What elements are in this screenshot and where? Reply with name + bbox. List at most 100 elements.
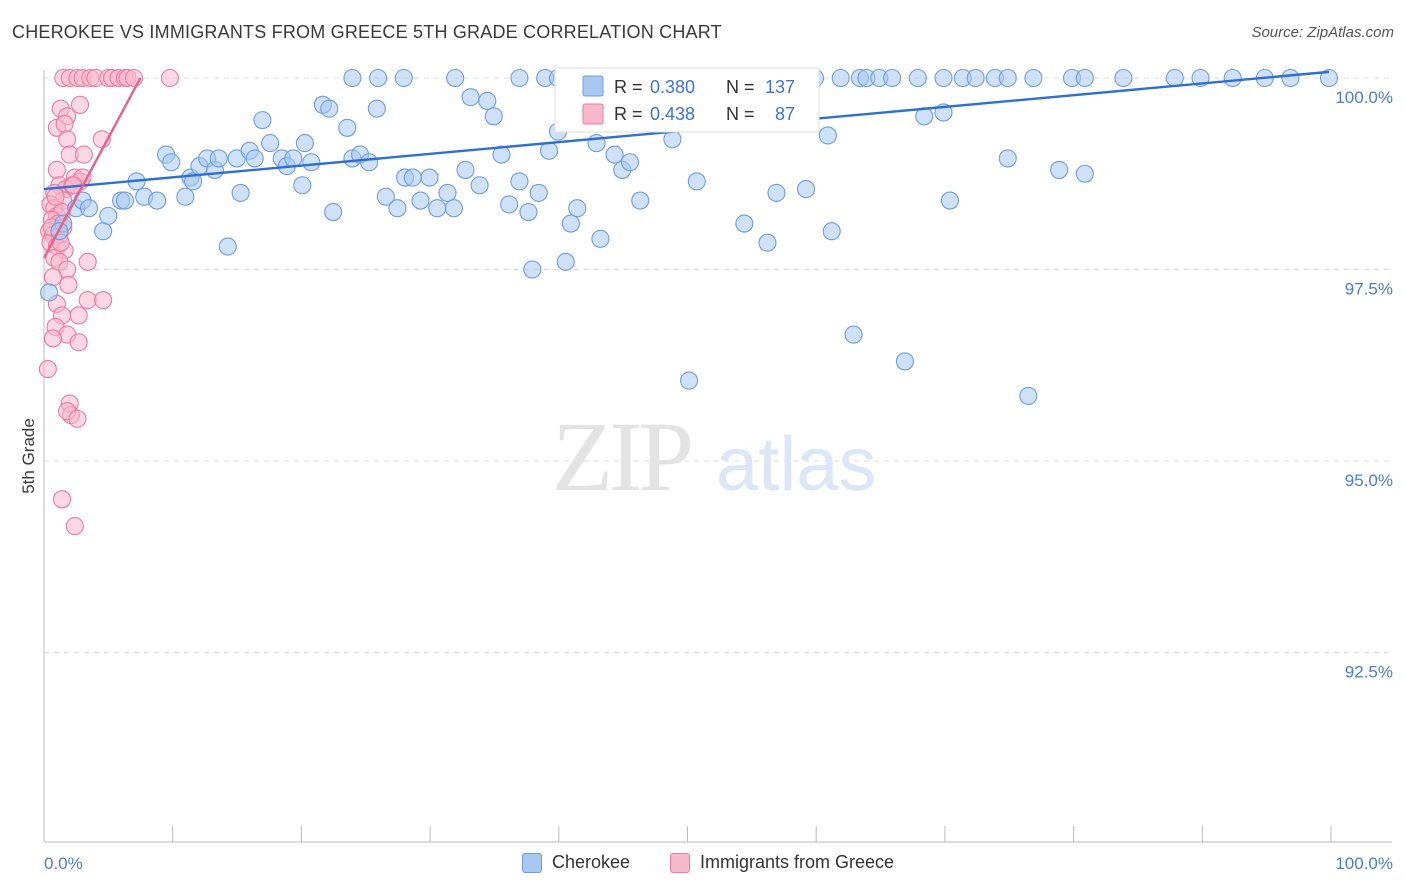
cherokee-point xyxy=(1114,68,1133,88)
cherokee-point xyxy=(1019,386,1038,405)
cherokee-point xyxy=(209,149,228,168)
greece-point xyxy=(55,114,74,134)
cherokee-point xyxy=(510,68,529,88)
cherokee-point xyxy=(500,195,519,214)
greece-point xyxy=(38,360,57,379)
cherokee-point xyxy=(1165,68,1184,88)
cherokee-point xyxy=(822,222,841,241)
y-tick-label-0: 100.0% xyxy=(1335,88,1393,107)
greece-point xyxy=(65,517,84,536)
cherokee-point xyxy=(369,68,388,88)
legend-n-value-1: 137 xyxy=(765,77,795,97)
cherokee-point xyxy=(568,199,587,218)
greece-point xyxy=(160,68,179,88)
cherokee-point xyxy=(394,68,413,88)
cherokee-point xyxy=(895,352,915,371)
legend-swatch-cherokee-bottom xyxy=(522,852,542,873)
cherokee-point xyxy=(1024,68,1043,88)
legend-swatch-cherokee xyxy=(582,75,604,97)
greece-point xyxy=(78,291,97,310)
cherokee-point xyxy=(176,187,195,206)
series-cherokee-points xyxy=(40,68,1339,405)
cherokee-point xyxy=(883,68,902,88)
y-axis-label: 5th Grade xyxy=(19,418,38,494)
greece-point xyxy=(46,187,65,206)
greece-point xyxy=(69,333,88,352)
greece-point xyxy=(94,291,113,310)
greece-point xyxy=(47,160,66,179)
source-credit: Source: ZipAtlas.com xyxy=(1251,24,1394,41)
cherokee-point xyxy=(446,68,465,88)
cherokee-point xyxy=(324,203,343,222)
greece-point xyxy=(74,145,93,164)
cherokee-point xyxy=(253,111,272,130)
greece-point xyxy=(78,252,97,271)
cherokee-point xyxy=(438,183,457,202)
cherokee-point xyxy=(184,172,203,191)
cherokee-point xyxy=(605,145,624,164)
legend-r-label-1: R = xyxy=(614,77,648,97)
greece-point xyxy=(68,409,87,428)
cherokee-point xyxy=(293,176,312,195)
cherokee-point xyxy=(403,168,422,187)
legend-item-cherokee: Cherokee xyxy=(522,852,630,873)
cherokee-point xyxy=(162,153,181,172)
cherokee-point xyxy=(411,191,430,210)
y-tick-label-2: 95.0% xyxy=(1345,471,1393,490)
greece-point xyxy=(70,95,90,114)
cherokee-point xyxy=(631,191,650,210)
cherokee-point xyxy=(831,68,850,88)
greece-point xyxy=(52,490,72,509)
greece-point xyxy=(43,268,63,287)
cherokee-point xyxy=(492,145,511,164)
legend-label-greece: Immigrants from Greece xyxy=(700,852,895,872)
cherokee-point xyxy=(940,191,959,210)
cherokee-point xyxy=(519,203,538,222)
watermark-atlas: atlas xyxy=(716,422,877,507)
legend-r-value-2: 0.438 xyxy=(650,104,695,124)
cherokee-point xyxy=(591,229,610,248)
greece-point xyxy=(58,130,77,149)
x-tick-marks xyxy=(172,826,1332,842)
cherokee-point xyxy=(620,153,640,172)
cherokee-point xyxy=(735,214,754,233)
cherokee-point xyxy=(510,172,529,191)
cherokee-point xyxy=(844,325,863,344)
cherokee-point xyxy=(1075,164,1094,183)
x-tick-label-max: 100.0% xyxy=(1335,854,1393,873)
cherokee-point xyxy=(456,160,475,179)
cherokee-point xyxy=(367,99,386,118)
y-tick-label-3: 92.5% xyxy=(1345,663,1393,682)
cherokee-point xyxy=(561,214,580,233)
cherokee-point xyxy=(1223,68,1242,88)
cherokee-point xyxy=(360,153,379,172)
grid-lines xyxy=(44,77,1392,653)
cherokee-point xyxy=(99,206,118,225)
cherokee-point xyxy=(767,183,786,202)
legend-n-label-1: N = xyxy=(726,77,760,97)
cherokee-point xyxy=(934,68,953,88)
cherokee-point xyxy=(908,68,927,88)
cherokee-point xyxy=(687,172,706,191)
legend-r-label-2: R = xyxy=(614,104,648,124)
y-tick-label-1: 97.5% xyxy=(1345,280,1393,299)
cherokee-point xyxy=(998,68,1017,88)
legend-r-value-1: 0.380 xyxy=(650,77,695,97)
y-tick-labels: 100.0% 97.5% 95.0% 92.5% xyxy=(1335,88,1393,682)
series-legend: Cherokee Immigrants from Greece xyxy=(0,852,1406,878)
legend-n-value-2: 87 xyxy=(775,104,795,124)
cherokee-point xyxy=(302,153,321,172)
cherokee-point xyxy=(148,191,167,210)
cherokee-point xyxy=(796,180,816,199)
cherokee-point xyxy=(320,99,339,118)
cherokee-point xyxy=(556,252,575,271)
cherokee-point xyxy=(388,199,407,218)
cherokee-point xyxy=(966,68,985,88)
greece-point xyxy=(59,275,78,294)
legend-swatch-greece-bottom xyxy=(670,852,690,873)
cherokee-point xyxy=(338,118,357,137)
cherokee-point xyxy=(998,149,1017,168)
watermark-zip: ZIP xyxy=(552,401,690,512)
cherokee-point xyxy=(470,176,489,195)
